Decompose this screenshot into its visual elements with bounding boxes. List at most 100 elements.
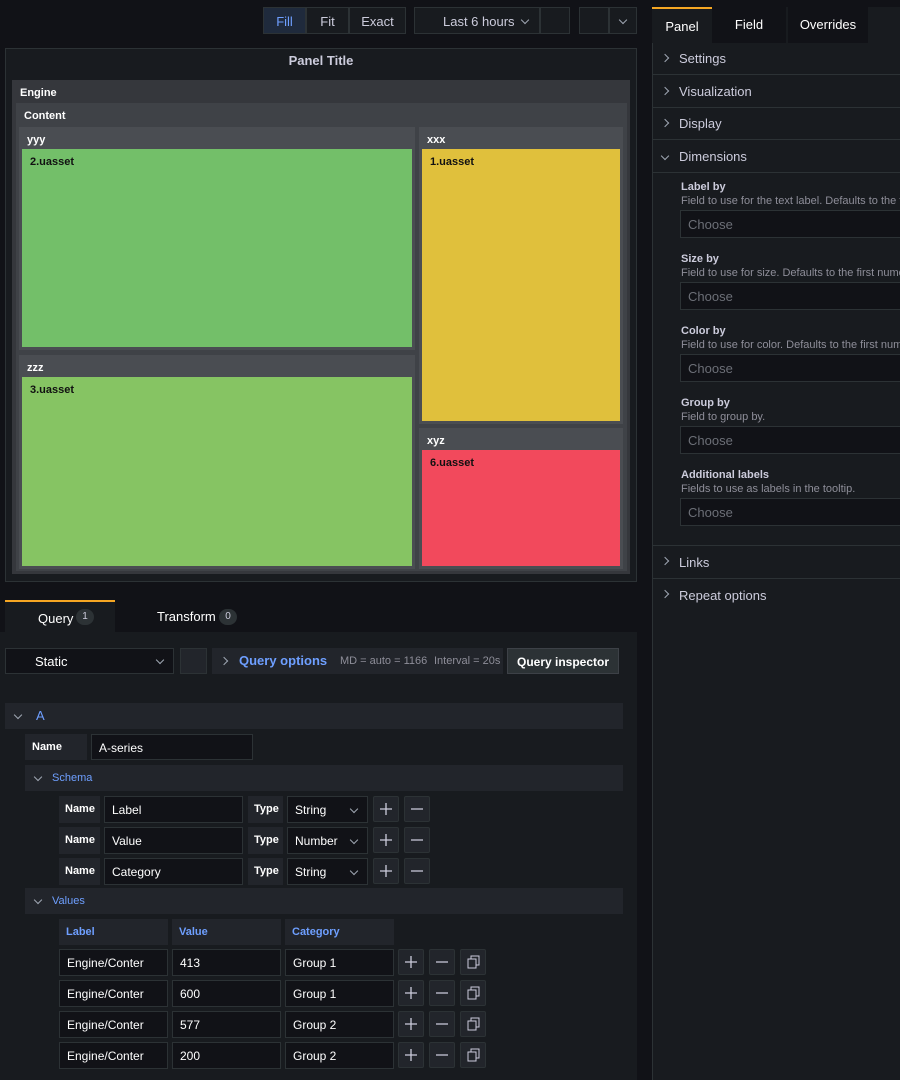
field-help: Field to use for the text label. Default… (681, 195, 900, 207)
text-input[interactable]: Value (104, 827, 243, 854)
view-mode-button[interactable]: Fit (306, 7, 349, 34)
query-inspector[interactable]: Query inspector (507, 648, 619, 674)
section-header[interactable]: Schema (25, 765, 623, 791)
duplicate-row[interactable] (460, 1011, 486, 1037)
field-help: Field to use for size. Defaults to the f… (681, 267, 900, 279)
section-header[interactable]: Values (25, 888, 623, 914)
remove-row[interactable] (429, 1011, 455, 1037)
field-label: Color by (681, 325, 726, 337)
duplicate-row[interactable] (460, 980, 486, 1006)
remove-row[interactable] (429, 1042, 455, 1068)
type-select[interactable]: Number (287, 827, 368, 854)
query-header[interactable]: A (5, 703, 623, 729)
refresh[interactable] (579, 7, 609, 34)
treemap-cell[interactable] (422, 149, 620, 421)
treemap-group-label: xxx (427, 134, 446, 146)
remove-row-glyph (436, 961, 448, 963)
add-row[interactable] (398, 949, 424, 975)
treemap-cell-label: 3.uasset (30, 384, 75, 396)
duplicate-row-glyph (467, 1048, 480, 1062)
options-section[interactable]: Links (652, 545, 900, 578)
select[interactable]: Choose (680, 210, 900, 238)
remove-field[interactable] (404, 796, 430, 822)
treemap-cell[interactable] (422, 450, 620, 566)
options-section[interactable]: Visualization (652, 75, 900, 108)
query-options[interactable]: Query options (212, 648, 503, 674)
options-section[interactable]: Display (652, 107, 900, 140)
cell-input[interactable]: Group 1 (285, 980, 394, 1007)
duplicate-row[interactable] (460, 949, 486, 975)
field-help: Field to use for color. Defaults to the … (681, 339, 900, 351)
remove-row[interactable] (429, 980, 455, 1006)
type-select[interactable]: String (287, 796, 368, 823)
view-mode-button[interactable]: Fill (263, 7, 306, 34)
cell-input[interactable]: Engine/Conter (59, 1042, 168, 1069)
add-row[interactable] (398, 1011, 424, 1037)
cell-input[interactable]: 600 (172, 980, 281, 1007)
treemap-child-label: Content (24, 110, 66, 122)
options-section[interactable]: Settings (652, 42, 900, 75)
treemap-group-label: zzz (27, 362, 44, 374)
text-input[interactable]: Label (104, 796, 243, 823)
duplicate-row-glyph (467, 955, 480, 969)
duplicate-row[interactable] (460, 1042, 486, 1068)
query-tab[interactable]: Transform (157, 609, 216, 624)
select[interactable]: Choose (680, 282, 900, 310)
add-row-glyph (405, 1049, 417, 1061)
add-field[interactable] (373, 858, 399, 884)
options-tab[interactable]: Panel (652, 7, 712, 43)
add-field-glyph (380, 834, 392, 846)
column-header: Category (285, 919, 394, 945)
options-tab[interactable]: Overrides (788, 7, 868, 43)
remove-field[interactable] (404, 858, 430, 884)
add-row[interactable] (398, 1042, 424, 1068)
add-field[interactable] (373, 827, 399, 853)
options-section[interactable]: Repeat options (652, 578, 900, 611)
remove-row-glyph (436, 1054, 448, 1056)
select[interactable]: Choose (680, 498, 900, 526)
cell-input[interactable]: Group 1 (285, 949, 394, 976)
cell-input[interactable]: 200 (172, 1042, 281, 1069)
options-tab[interactable]: Field (712, 7, 786, 43)
datasource-select[interactable]: Static (5, 648, 174, 674)
select[interactable]: Choose (680, 426, 900, 454)
remove-field-glyph (411, 839, 423, 841)
cell-input[interactable]: Engine/Conter (59, 1011, 168, 1038)
refresh-interval[interactable] (609, 7, 637, 34)
help-button[interactable] (180, 648, 207, 674)
text-input[interactable]: A-series (91, 734, 253, 760)
type-select[interactable]: String (287, 858, 368, 885)
cell-input[interactable]: Engine/Conter (59, 949, 168, 976)
duplicate-row-glyph (467, 986, 480, 1000)
add-field[interactable] (373, 796, 399, 822)
cell-input[interactable]: 413 (172, 949, 281, 976)
options-section[interactable]: Dimensions (652, 140, 900, 173)
remove-field[interactable] (404, 827, 430, 853)
cell-input[interactable]: Group 2 (285, 1011, 394, 1038)
field-help: Fields to use as labels in the tooltip. (681, 483, 856, 495)
treemap-cell[interactable] (22, 377, 412, 566)
cell-input[interactable]: Engine/Conter (59, 980, 168, 1007)
treemap-root-label: Engine (20, 87, 57, 99)
zoom-out[interactable] (540, 7, 570, 34)
column-header: Label (59, 919, 168, 945)
treemap-cell-label: 2.uasset (30, 156, 75, 168)
select[interactable]: Choose (680, 354, 900, 382)
text-input[interactable]: Category (104, 858, 243, 885)
cell-input[interactable]: Group 2 (285, 1042, 394, 1069)
remove-row-glyph (436, 1023, 448, 1025)
field-label: Additional labels (681, 469, 770, 481)
view-mode-button[interactable]: Exact (349, 7, 406, 34)
add-field-glyph (380, 803, 392, 815)
remove-row[interactable] (429, 949, 455, 975)
treemap-cell-label: 6.uasset (430, 457, 475, 469)
tab-count: 0 (219, 609, 237, 625)
field-label: Size by (681, 253, 719, 265)
time-picker[interactable]: Last 6 hours (414, 7, 540, 34)
options-pane (652, 7, 900, 1080)
add-row[interactable] (398, 980, 424, 1006)
query-tab[interactable]: Query (5, 600, 115, 633)
cell-input[interactable]: 577 (172, 1011, 281, 1038)
treemap-cell[interactable] (22, 149, 412, 347)
field-label: Type (248, 796, 283, 823)
